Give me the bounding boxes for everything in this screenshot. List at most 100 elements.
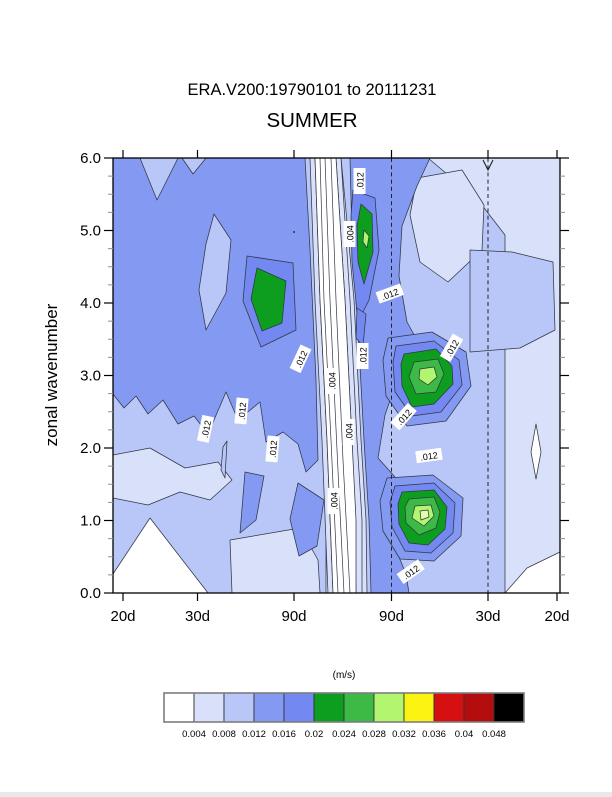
x-tick-label: 90d — [281, 608, 306, 625]
contour-label-box — [439, 333, 464, 363]
contour-label: .012 — [196, 414, 215, 443]
contour-label: .012 — [234, 397, 249, 425]
colorbar-tick-label: 0.016 — [272, 729, 296, 740]
diamond-0.012-a — [289, 482, 325, 557]
contour-label-text: .012 — [200, 419, 213, 438]
colorbar-tick-label: 0.008 — [212, 729, 236, 740]
contour-label-box — [342, 419, 355, 445]
dashed-guides — [391, 158, 494, 593]
region-lobe-right-0.008 — [469, 249, 556, 353]
contour-label: .012 — [265, 435, 280, 463]
colorbar-cell — [253, 692, 285, 723]
x-tick-label: 90d — [379, 608, 404, 625]
contour-label-box — [375, 283, 405, 304]
contour-label-text: .004 — [344, 423, 354, 441]
contour-label-text: .012 — [355, 172, 365, 190]
y-tick-label: 1.0 — [80, 513, 101, 530]
x-tick-label: 30d — [185, 608, 210, 625]
colorbar-cell — [433, 692, 465, 723]
patch-inner-light-topleft — [198, 213, 232, 331]
contour-label-text: .012 — [420, 450, 439, 462]
contour-labels: .012.004.012.012.012.004.012.012.012.004… — [196, 168, 464, 584]
chart-title: ERA.V200:19790101 to 20111231 — [188, 81, 437, 99]
contour-label: .012 — [356, 343, 369, 369]
colorbar-cell — [163, 692, 195, 723]
colorbar-cell — [193, 692, 225, 723]
contour-label-box — [396, 559, 425, 584]
colorbar-tick-label: 0.04 — [455, 729, 474, 740]
contour-label: .004 — [325, 368, 338, 394]
contour-label-text: .012 — [237, 402, 248, 420]
contour-label-box — [343, 221, 356, 247]
degenerate-contour-dot — [293, 231, 295, 233]
y-tick-label: 4.0 — [80, 295, 101, 312]
colorbar-units-label: (m/s) — [333, 670, 356, 681]
contour-label-box — [265, 435, 280, 463]
contour-label-text: .004 — [327, 372, 337, 390]
colorbar-tick-label: 0.024 — [332, 729, 356, 740]
colorbar-cell — [463, 692, 495, 723]
contour-label-box — [325, 368, 338, 394]
band-inner-contour-3 — [330, 157, 351, 594]
colorbar-cell — [343, 692, 375, 723]
contour-label-box — [356, 343, 369, 369]
contour-label-box — [196, 414, 215, 443]
x-axis-ticks: 20d 30d 90d 90d 30d 20d — [110, 150, 570, 625]
contour-label-text: .012 — [268, 440, 279, 458]
y-tick-label: 5.0 — [80, 223, 101, 240]
diamond-0.012-b — [239, 471, 265, 534]
contour-label-box — [353, 168, 366, 194]
contour-label-text: .004 — [329, 492, 339, 510]
y-tick-label: 0.0 — [80, 585, 101, 602]
contour-label-text: .012 — [358, 347, 368, 365]
colorbar-cell — [403, 692, 435, 723]
colorbar-tick-label: 0.02 — [305, 729, 324, 740]
colorbar-tick-label: 0.012 — [242, 729, 266, 740]
x-tick-label: 20d — [110, 608, 135, 625]
colorbar-tick-label: 0.032 — [392, 729, 416, 740]
colorbar-tick-label: 0.004 — [182, 729, 206, 740]
contour-label: .012 — [353, 168, 366, 194]
x-tick-label: 30d — [475, 608, 500, 625]
y-tick-label: 3.0 — [80, 368, 101, 385]
y-axis-label: zonal wavenumber — [42, 303, 61, 446]
y-tick-label: 2.0 — [80, 440, 101, 457]
colorbar-cell — [223, 692, 255, 723]
contour-label: .004 — [342, 419, 355, 445]
patch-light-bottomleft — [112, 447, 233, 506]
colorbar-tick-label: 0.036 — [422, 729, 446, 740]
contour-label-box — [390, 402, 417, 431]
core-w3-lightgreen — [418, 366, 438, 386]
contour-label-box — [415, 447, 443, 464]
contour-label: .012 — [415, 447, 443, 464]
contour-label-box — [234, 397, 249, 425]
contour-label-box — [289, 344, 312, 374]
colorbar-tick-label: 0.048 — [482, 729, 506, 740]
chart-subtitle: SUMMER — [266, 109, 357, 132]
patch-light-topright — [409, 169, 485, 283]
colorbar-border — [163, 692, 525, 723]
y-axis-ticks: 0.0 1.0 2.0 3.0 4.0 5.0 6.0 — [80, 150, 569, 602]
colorbar-cell — [493, 692, 525, 723]
colorbar-cell — [283, 692, 315, 723]
core-w5-lightgreen — [362, 229, 370, 249]
contour-label-box — [327, 488, 340, 514]
colorbar-cell — [313, 692, 345, 723]
contour-label: .004 — [343, 221, 356, 247]
contour-label: .004 — [327, 488, 340, 514]
colorbar-cell — [373, 692, 405, 723]
contour-field — [112, 157, 561, 594]
contour-label-text: .004 — [345, 225, 355, 243]
colorbar: 0.004 0.008 0.012 0.016 0.02 0.024 0.028 0.032 0… — [163, 692, 525, 740]
titles: ERA.V200:19790101 to 20111231 SUMMER zon… — [42, 81, 436, 681]
core-w1-pale-center — [419, 509, 430, 521]
sliver-contour — [220, 440, 228, 479]
white-sliver-right — [530, 423, 542, 480]
x-tick-label: 20d — [544, 608, 569, 625]
y-tick-label: 6.0 — [80, 150, 101, 167]
arrowhead-30d-icon — [482, 159, 494, 172]
max-w4-green — [250, 267, 287, 332]
colorbar-tick-label: 0.028 — [362, 729, 386, 740]
